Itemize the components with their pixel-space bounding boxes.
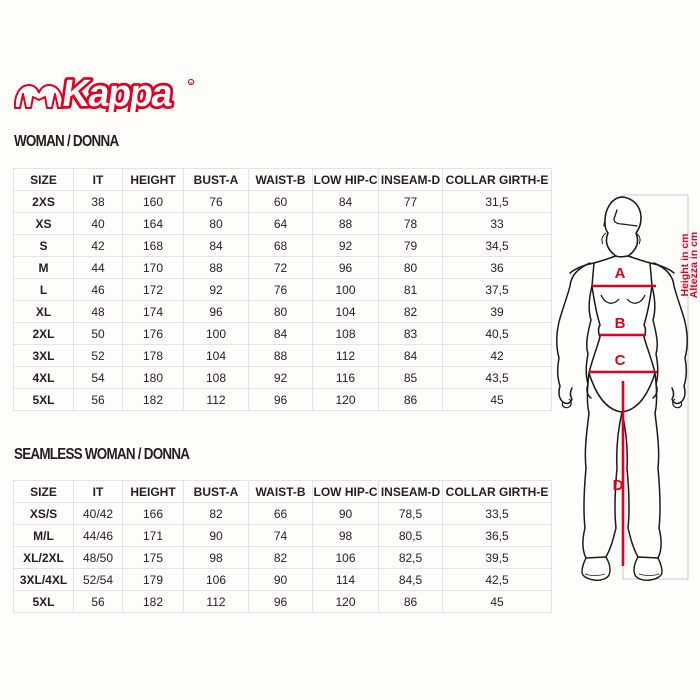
svg-text:D: D: [613, 477, 624, 494]
svg-text:C: C: [615, 352, 626, 369]
svg-text:A: A: [615, 265, 626, 282]
svg-text:B: B: [615, 315, 626, 332]
svg-text:Altezza in cm: Altezza in cm: [688, 232, 700, 299]
